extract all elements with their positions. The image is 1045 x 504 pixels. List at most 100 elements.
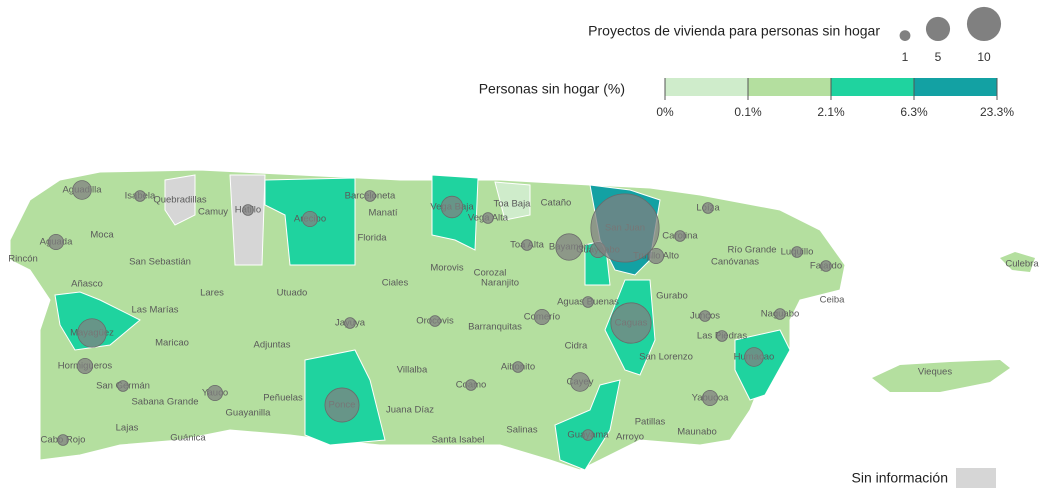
municipality-label: Camuy [198, 207, 228, 218]
municipality-label: Adjuntas [254, 340, 291, 351]
no-data-label: Sin información [852, 470, 949, 486]
municipality-area [229, 174, 266, 266]
municipality-label: Juana Díaz [386, 405, 434, 416]
project-bubble [774, 308, 786, 320]
project-bubble [117, 380, 129, 392]
project-bubble [57, 434, 69, 446]
legend-bubble [899, 30, 911, 41]
bubble-legend-title: Proyectos de vivienda para personas sin … [588, 23, 880, 39]
municipality-label: Guayanilla [226, 408, 272, 419]
municipality-label: Salinas [506, 425, 537, 436]
culebra-shape [1000, 252, 1035, 272]
municipality-label: Moca [90, 230, 114, 241]
municipality-label: Arroyo [616, 432, 644, 443]
municipality-label: Río Grande [727, 245, 776, 256]
project-bubble [610, 302, 652, 344]
project-bubble [521, 239, 533, 251]
municipality-label: Vieques [918, 367, 952, 378]
project-bubble [429, 315, 441, 327]
color-break-label: 0.1% [734, 105, 762, 119]
project-bubble [72, 180, 92, 200]
color-swatch [914, 78, 997, 96]
project-bubble [324, 387, 360, 423]
municipality-label: Guánica [170, 433, 206, 444]
municipality-label: Quebradillas [153, 195, 207, 206]
project-bubble [716, 330, 728, 342]
project-bubble [582, 296, 594, 308]
vieques-shape [872, 360, 1010, 392]
municipality-label: Naranjito [481, 278, 519, 289]
project-bubble [791, 246, 803, 258]
municipality-label: Barranquitas [468, 322, 522, 333]
project-bubble [47, 233, 65, 251]
municipality-label: Las Marías [132, 305, 179, 316]
no-data-swatch [956, 468, 996, 488]
municipality-label: Lajas [116, 423, 139, 434]
project-bubble [301, 210, 319, 228]
project-bubble [465, 379, 477, 391]
color-legend-title: Personas sin hogar (%) [479, 81, 625, 97]
municipality-label: Peñuelas [263, 393, 303, 404]
municipality-label: Utuado [277, 288, 308, 299]
color-break-label: 23.3% [980, 105, 1014, 119]
project-bubble [364, 190, 376, 202]
municipality-label: Añasco [71, 279, 103, 290]
project-bubble [820, 260, 832, 272]
project-bubble [555, 233, 583, 261]
municipality-label: Ceiba [820, 295, 846, 306]
project-bubble [344, 317, 356, 329]
municipality-label: Toa Baja [494, 199, 532, 210]
municipality-area [554, 379, 621, 471]
municipality-label: Canóvanas [711, 257, 759, 268]
color-swatch [831, 78, 914, 96]
municipality-label: Maricao [155, 338, 189, 349]
project-bubble [701, 389, 719, 407]
project-bubble [134, 190, 146, 202]
project-bubble [242, 204, 254, 216]
project-bubble [647, 247, 665, 265]
municipality-label: Patillas [635, 417, 666, 428]
project-bubble [582, 429, 594, 441]
project-bubble [533, 308, 551, 326]
municipality-label: San Sebastián [129, 257, 191, 268]
municipality-label: Cataño [541, 198, 572, 209]
municipality-label: Rincón [8, 254, 38, 265]
municipality-label: Maunabo [677, 427, 717, 438]
municipality-label: Gurabo [656, 291, 688, 302]
color-break-label: 0% [656, 105, 674, 119]
bubbles [47, 180, 832, 446]
municipality-label: Ciales [382, 278, 409, 289]
project-bubble [76, 357, 94, 375]
municipality-label: Santa Isabel [432, 435, 485, 446]
legend-bubble [966, 6, 1002, 41]
project-bubble [206, 384, 224, 402]
municipality-label: Sabana Grande [131, 397, 198, 408]
project-bubble [702, 202, 714, 214]
project-bubble [674, 230, 686, 242]
project-bubble [590, 193, 660, 263]
municipality-label: San Lorenzo [639, 352, 693, 363]
legend: Proyectos de vivienda para personas sin … [479, 6, 1014, 488]
legend-bubble-label: 10 [977, 50, 991, 64]
project-bubble [744, 347, 764, 367]
municipality-label: Villalba [397, 365, 428, 376]
municipality-label: Florida [357, 233, 387, 244]
project-bubble [570, 372, 590, 392]
municipality-area [494, 181, 531, 221]
municipality-label: Lares [200, 288, 224, 299]
project-bubble [482, 212, 494, 224]
municipality-label: Manatí [368, 208, 397, 219]
municipality-label: Cidra [565, 341, 588, 352]
legend-bubble [925, 16, 951, 41]
project-bubble [512, 361, 524, 373]
project-bubble [77, 318, 107, 348]
municipality-label: Morovis [430, 263, 464, 274]
color-break-label: 2.1% [817, 105, 845, 119]
municipality-area [734, 329, 791, 401]
color-swatch [665, 78, 748, 96]
municipality-label: Corozal [474, 268, 507, 279]
project-bubble [440, 195, 464, 219]
municipality-label: Culebra [1005, 259, 1039, 270]
color-break-label: 6.3% [900, 105, 928, 119]
